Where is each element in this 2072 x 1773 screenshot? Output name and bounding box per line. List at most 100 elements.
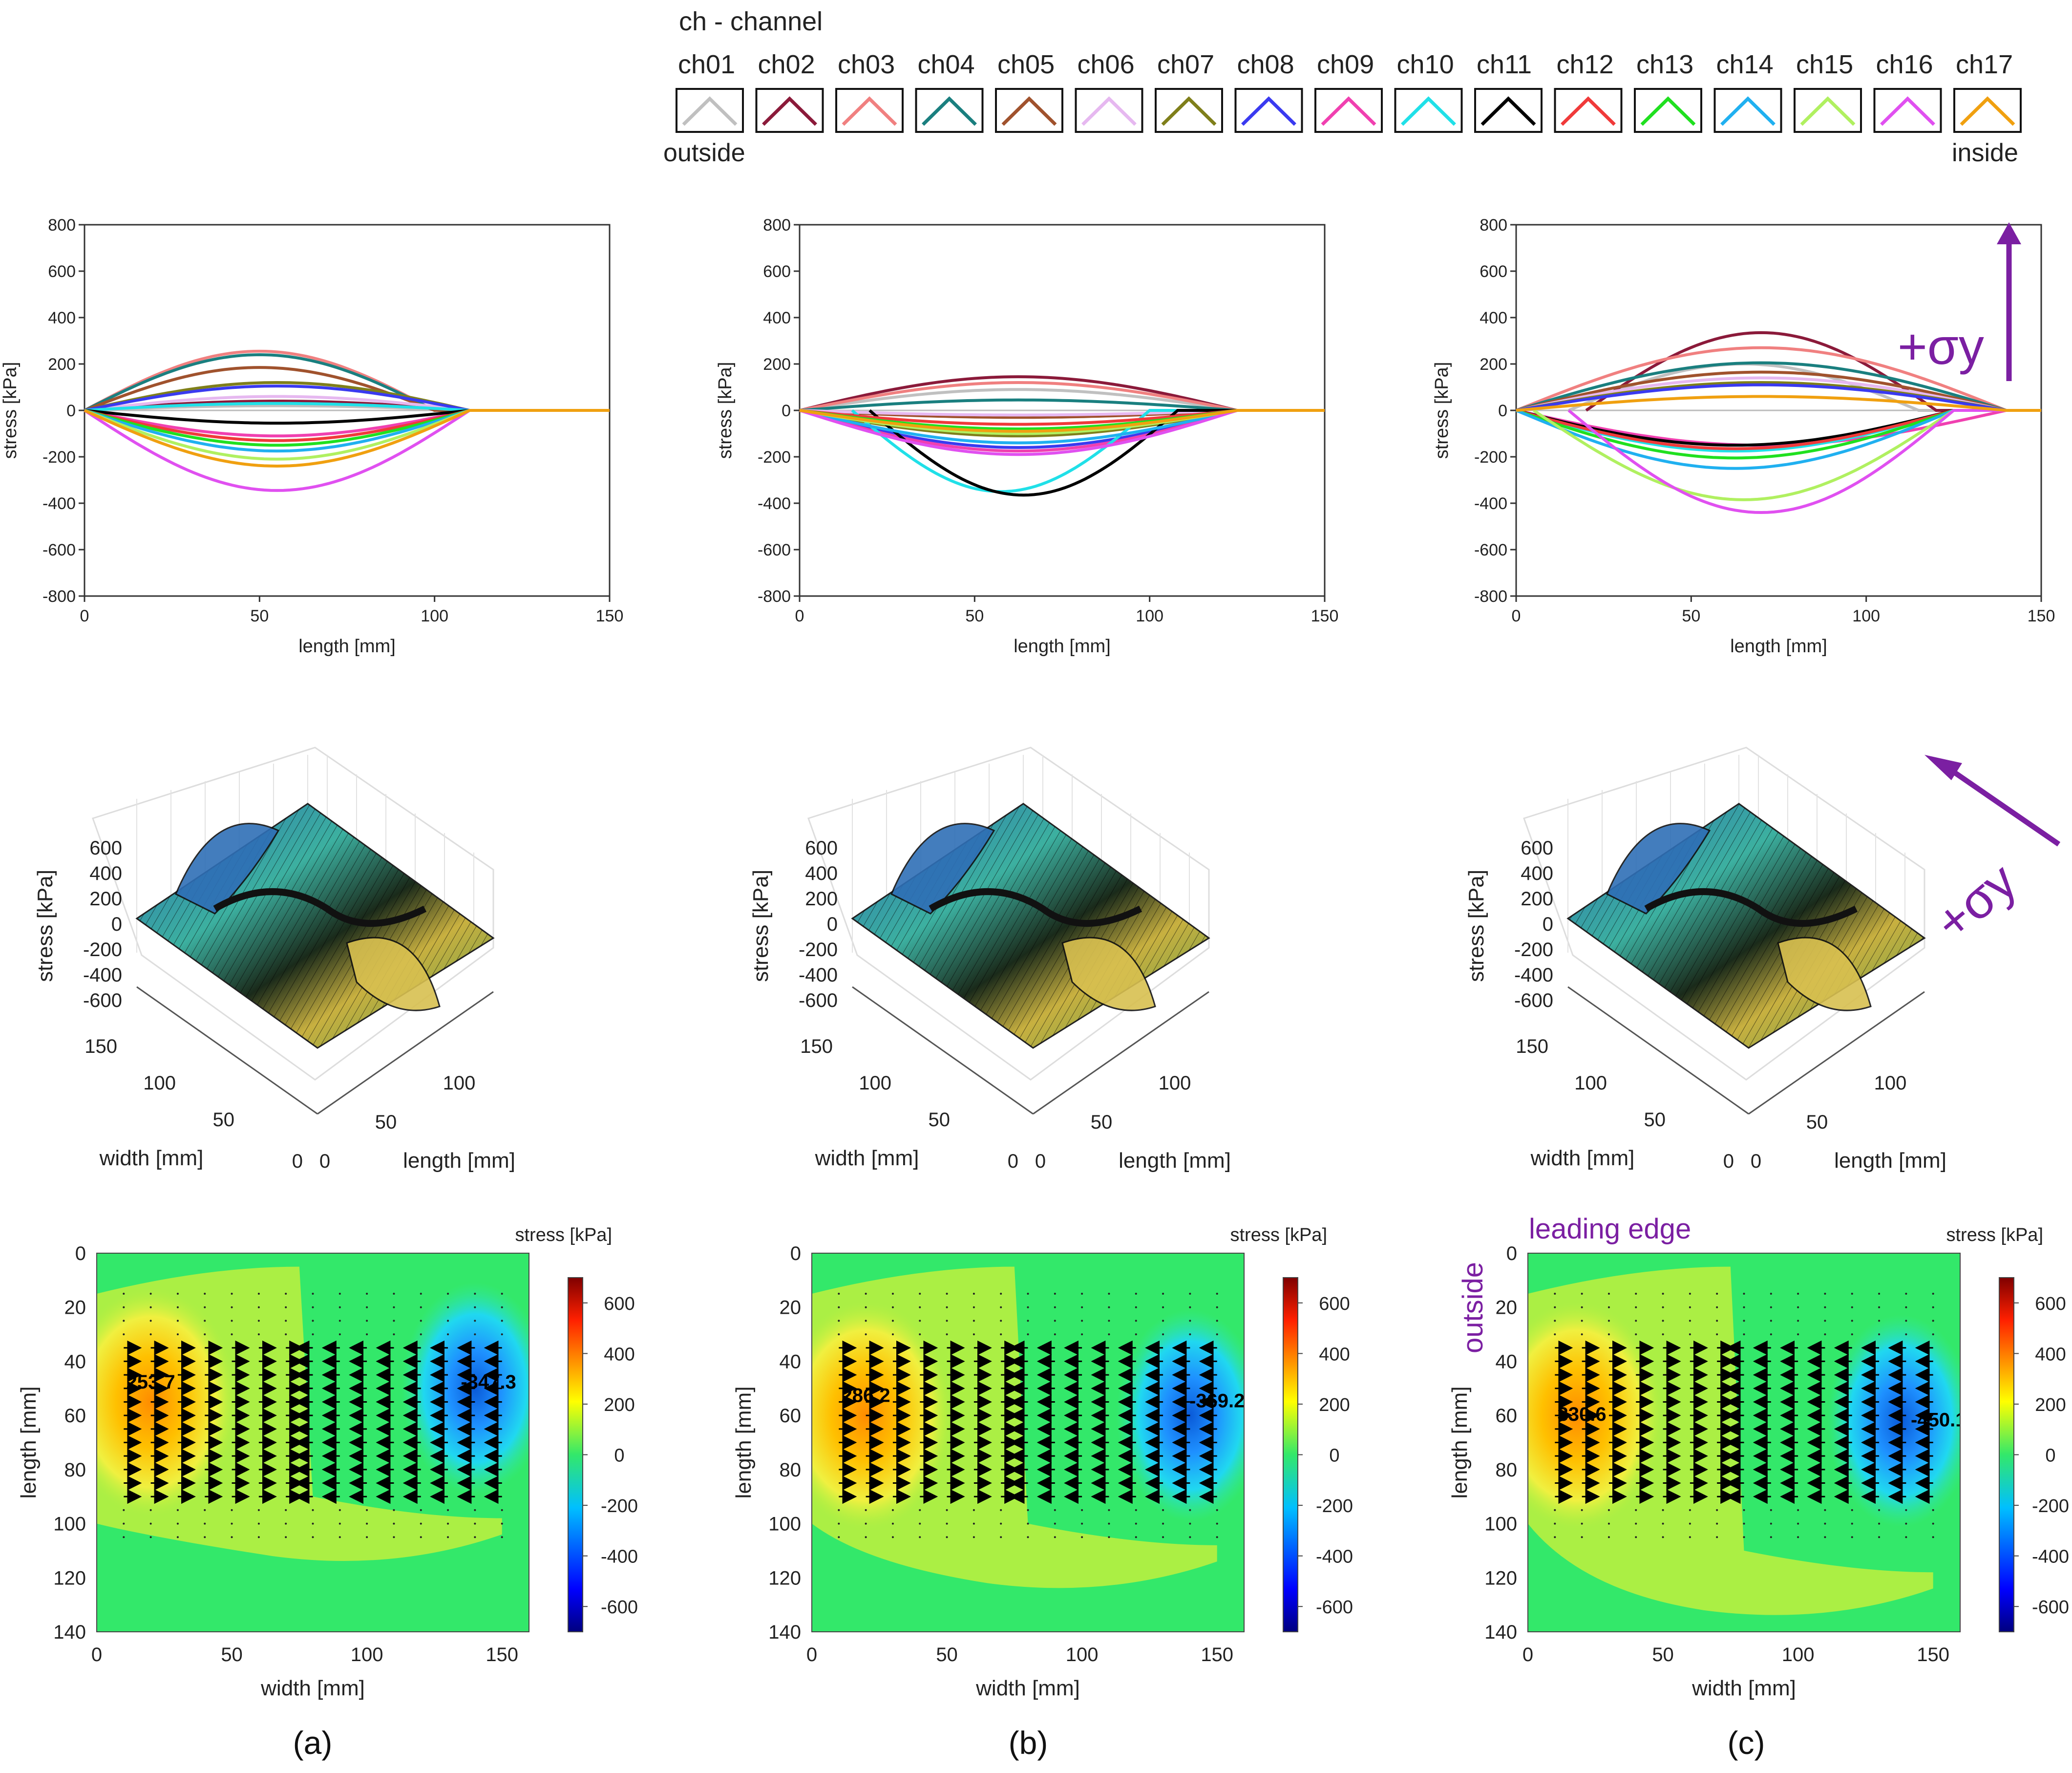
- y-tick-label: 0: [782, 402, 791, 420]
- shear-dot: [1743, 1306, 1745, 1308]
- shear-dot: [501, 1509, 503, 1511]
- shear-dot: [1581, 1306, 1583, 1308]
- z-axis-label: stress [kPa]: [33, 870, 57, 982]
- series-line-ch17: [799, 409, 1325, 433]
- shear-dot: [1743, 1293, 1745, 1295]
- shear-dot: [1635, 1306, 1637, 1308]
- shear-dot: [1716, 1293, 1718, 1295]
- shear-dot: [865, 1522, 867, 1525]
- colorbar-title: stress [kPa]: [1230, 1225, 1328, 1245]
- shear-dot: [204, 1333, 206, 1336]
- y-tick-label: 800: [48, 216, 76, 235]
- shear-dot: [257, 1536, 260, 1538]
- shear-dot: [946, 1306, 948, 1308]
- shear-dot: [123, 1320, 125, 1322]
- shear-dot: [366, 1293, 368, 1295]
- x-tick-label: 50: [221, 1644, 243, 1666]
- shear-dot: [1189, 1306, 1191, 1308]
- legend-line-ch09: [1321, 96, 1376, 126]
- shear-dot: [1054, 1536, 1056, 1538]
- x-tick-label: 150: [2028, 607, 2055, 625]
- sigma-y-arrow-diagonal: [1941, 762, 2061, 847]
- shear-dot: [149, 1509, 152, 1511]
- colorbar-tick-label: 200: [2035, 1395, 2066, 1415]
- shear-dot: [1135, 1320, 1137, 1322]
- surface-peak-region: [890, 823, 995, 915]
- z-tick-label: -200: [799, 939, 838, 961]
- series-line-ch04: [84, 353, 610, 412]
- shear-dot: [1054, 1320, 1056, 1322]
- shear-dot: [1770, 1293, 1772, 1295]
- shear-dot: [1797, 1333, 1799, 1336]
- outside-label: outside: [1457, 1262, 1489, 1353]
- series-line-ch02: [799, 375, 1325, 412]
- legend-swatch-ch17: [1953, 88, 2022, 133]
- shear-dot: [393, 1333, 395, 1336]
- panel-label: (b): [1009, 1725, 1048, 1761]
- y-tick-label: 40: [780, 1351, 802, 1372]
- x-tick-label: 100: [351, 1644, 383, 1666]
- shear-dot: [447, 1536, 449, 1538]
- length-axis-label: length [mm]: [1119, 1149, 1231, 1173]
- shear-dot: [501, 1320, 503, 1322]
- shear-dot: [501, 1293, 503, 1295]
- shear-dot: [1162, 1320, 1164, 1322]
- shear-dot: [1689, 1333, 1691, 1336]
- shear-dot: [204, 1509, 206, 1511]
- shear-dot: [285, 1509, 287, 1511]
- y-tick-label: 140: [768, 1622, 801, 1643]
- length-axis-label: length [mm]: [1834, 1149, 1946, 1173]
- shear-dot: [338, 1509, 341, 1511]
- shear-dot: [973, 1333, 975, 1336]
- shear-dot: [1824, 1333, 1826, 1336]
- z-tick-label: 200: [89, 888, 122, 910]
- legend-line-ch16: [1880, 96, 1935, 126]
- width-tick-label: 100: [1574, 1072, 1607, 1094]
- min-value-label: -347.3: [461, 1371, 516, 1393]
- y-tick-label: 20: [1496, 1297, 1518, 1319]
- legend-swatch-ch01: [676, 88, 744, 133]
- colorbar-tick-label: 0: [614, 1446, 624, 1466]
- shear-dot: [285, 1320, 287, 1322]
- colorbar-tick-label: 0: [1329, 1446, 1339, 1466]
- x-tick-label: 100: [421, 607, 448, 625]
- sigma-y-arrowhead-up: [1997, 222, 2021, 244]
- shear-dot: [838, 1333, 840, 1336]
- shear-dot: [1770, 1333, 1772, 1336]
- shear-dot: [973, 1306, 975, 1308]
- width-axis-label: width [mm]: [815, 1146, 919, 1170]
- legend-label-ch14: ch14: [1716, 50, 1774, 79]
- y-tick-label: 100: [53, 1514, 86, 1535]
- shear-dot: [231, 1522, 233, 1525]
- surface-plot-c: 600 400 200 0 -200 -400 -600 stress [kPa] 150 100…: [1464, 747, 1946, 1173]
- legend-swatch-ch12: [1554, 88, 1623, 133]
- z-tick-label: -400: [799, 964, 838, 986]
- legend-line-ch02: [762, 96, 817, 126]
- shear-dot: [1797, 1306, 1799, 1308]
- shear-dot: [946, 1333, 948, 1336]
- y-tick-label: 120: [768, 1567, 801, 1589]
- shear-dot: [838, 1293, 840, 1295]
- legend-label-ch11: ch11: [1477, 50, 1532, 79]
- series-line-ch07: [84, 381, 610, 412]
- y-tick-label: -600: [758, 541, 791, 559]
- y-tick-label: 80: [1496, 1459, 1518, 1481]
- length-tick-label: 100: [1874, 1072, 1907, 1094]
- legend-line-ch06: [1081, 96, 1137, 126]
- x-tick-label: 50: [1682, 607, 1700, 625]
- shear-dot: [1797, 1293, 1799, 1295]
- x-tick-label: 150: [486, 1644, 518, 1666]
- shear-dot: [123, 1536, 125, 1538]
- series-line-ch15: [1533, 409, 2041, 501]
- shear-dot: [1216, 1306, 1218, 1308]
- y-tick-label: 140: [1484, 1622, 1517, 1643]
- shear-dot: [231, 1293, 233, 1295]
- shear-dot: [1108, 1333, 1110, 1336]
- shear-dot: [1162, 1306, 1164, 1308]
- shear-dot: [1743, 1333, 1745, 1336]
- width-axis: [852, 986, 1034, 1115]
- series-line-ch16: [799, 409, 1325, 456]
- z-tick-label: -600: [1514, 990, 1553, 1011]
